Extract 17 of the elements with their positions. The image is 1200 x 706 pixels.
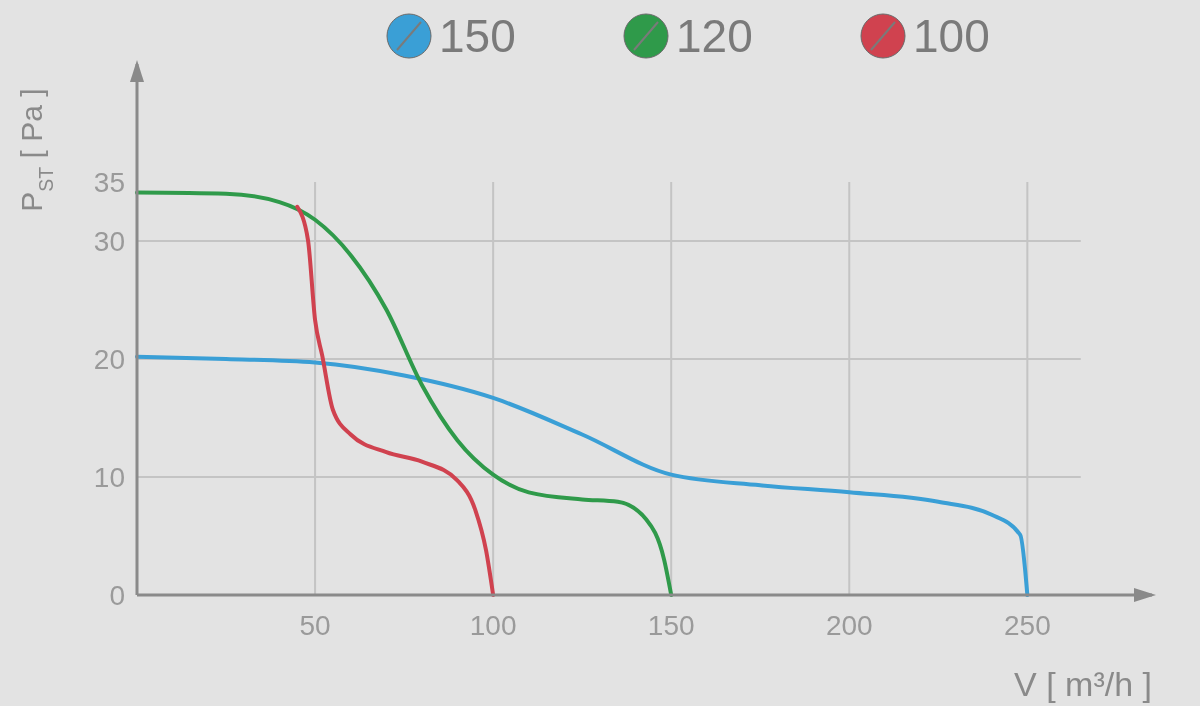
legend-label: 120 — [676, 10, 753, 62]
line-series — [135, 190, 674, 597]
x-axis-title: V [ m³/h ] — [1014, 665, 1152, 703]
legend-label: 100 — [913, 10, 990, 62]
y-tick-label: 10 — [93, 462, 125, 493]
y-tick-label: 30 — [93, 226, 125, 257]
x-tick-label: 250 — [1003, 610, 1051, 641]
x-tick-label: 200 — [825, 610, 873, 641]
x-tick-label: 50 — [299, 610, 331, 641]
y-tick-label: 0 — [109, 580, 125, 611]
y-tick-label: 35 — [93, 167, 125, 198]
y-tick-label: 20 — [93, 344, 125, 375]
line-series — [135, 354, 1030, 597]
legend-label: 150 — [439, 10, 516, 62]
x-tick-label: 150 — [647, 610, 695, 641]
x-tick-label: 100 — [469, 610, 517, 641]
line-series — [295, 204, 496, 597]
